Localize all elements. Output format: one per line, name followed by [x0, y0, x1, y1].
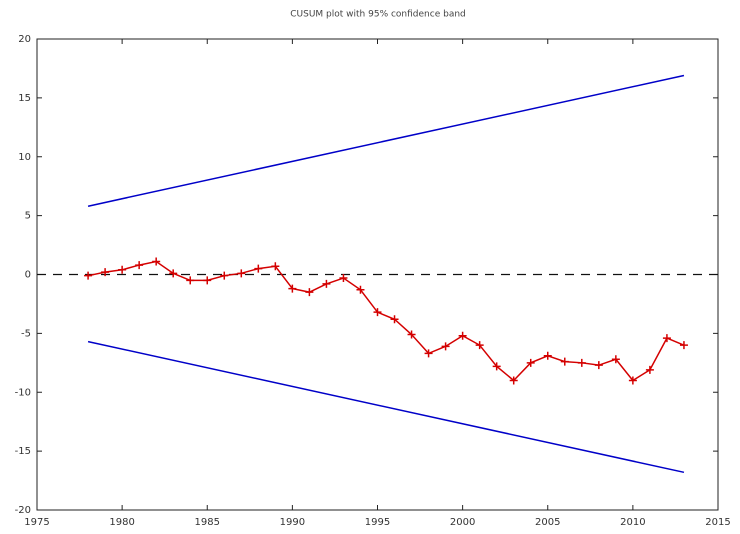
point-marker [237, 269, 246, 278]
point-marker [203, 276, 212, 285]
point-marker [679, 341, 688, 350]
point-marker [169, 269, 178, 278]
point-marker [645, 365, 654, 374]
point-marker [254, 264, 263, 273]
point-marker [441, 342, 450, 351]
series-line [87, 340, 685, 474]
x-tick-label: 2015 [705, 517, 730, 528]
point-marker [594, 361, 603, 370]
series-line [87, 74, 685, 207]
point-marker [186, 276, 195, 285]
point-marker [373, 308, 382, 317]
point-marker [543, 351, 552, 360]
x-tick-label: 2005 [535, 517, 560, 528]
x-tick-label: 1975 [24, 517, 49, 528]
point-marker [390, 315, 399, 324]
point-marker [628, 376, 637, 385]
point-marker [662, 334, 671, 343]
point-marker [526, 358, 535, 367]
x-tick-label: 1985 [195, 517, 220, 528]
y-tick-label: 0 [25, 270, 31, 281]
point-marker [560, 357, 569, 366]
y-tick-label: 15 [18, 93, 31, 104]
point-marker [475, 341, 484, 350]
point-marker [458, 331, 467, 340]
point-marker [611, 355, 620, 364]
series-line [87, 260, 685, 382]
y-tick-label: -20 [15, 505, 31, 516]
x-tick-label: 1995 [365, 517, 390, 528]
y-tick-label: 5 [25, 211, 31, 222]
point-marker [152, 257, 161, 266]
point-marker [407, 330, 416, 339]
point-marker [288, 284, 297, 293]
x-tick-label: 1980 [109, 517, 134, 528]
y-tick-label: -10 [15, 387, 31, 398]
point-marker [220, 271, 229, 280]
point-marker [322, 279, 331, 288]
point-marker [509, 376, 518, 385]
chart-title: CUSUM plot with 95% confidence band [290, 10, 466, 20]
point-marker [424, 349, 433, 358]
x-tick-label: 2000 [450, 517, 475, 528]
point-marker [271, 262, 280, 271]
y-tick-label: 20 [18, 34, 31, 45]
x-tick-label: 2010 [620, 517, 645, 528]
point-marker [492, 362, 501, 371]
point-marker [118, 265, 127, 274]
y-tick-label: -5 [21, 328, 31, 339]
point-marker [577, 358, 586, 367]
point-marker [356, 285, 365, 294]
point-marker [305, 288, 314, 297]
y-tick-label: -15 [15, 446, 31, 457]
point-marker [84, 271, 93, 280]
point-marker [101, 268, 110, 277]
point-marker [339, 274, 348, 283]
point-marker [135, 261, 144, 270]
x-tick-label: 1990 [280, 517, 305, 528]
y-tick-label: 10 [18, 152, 31, 163]
